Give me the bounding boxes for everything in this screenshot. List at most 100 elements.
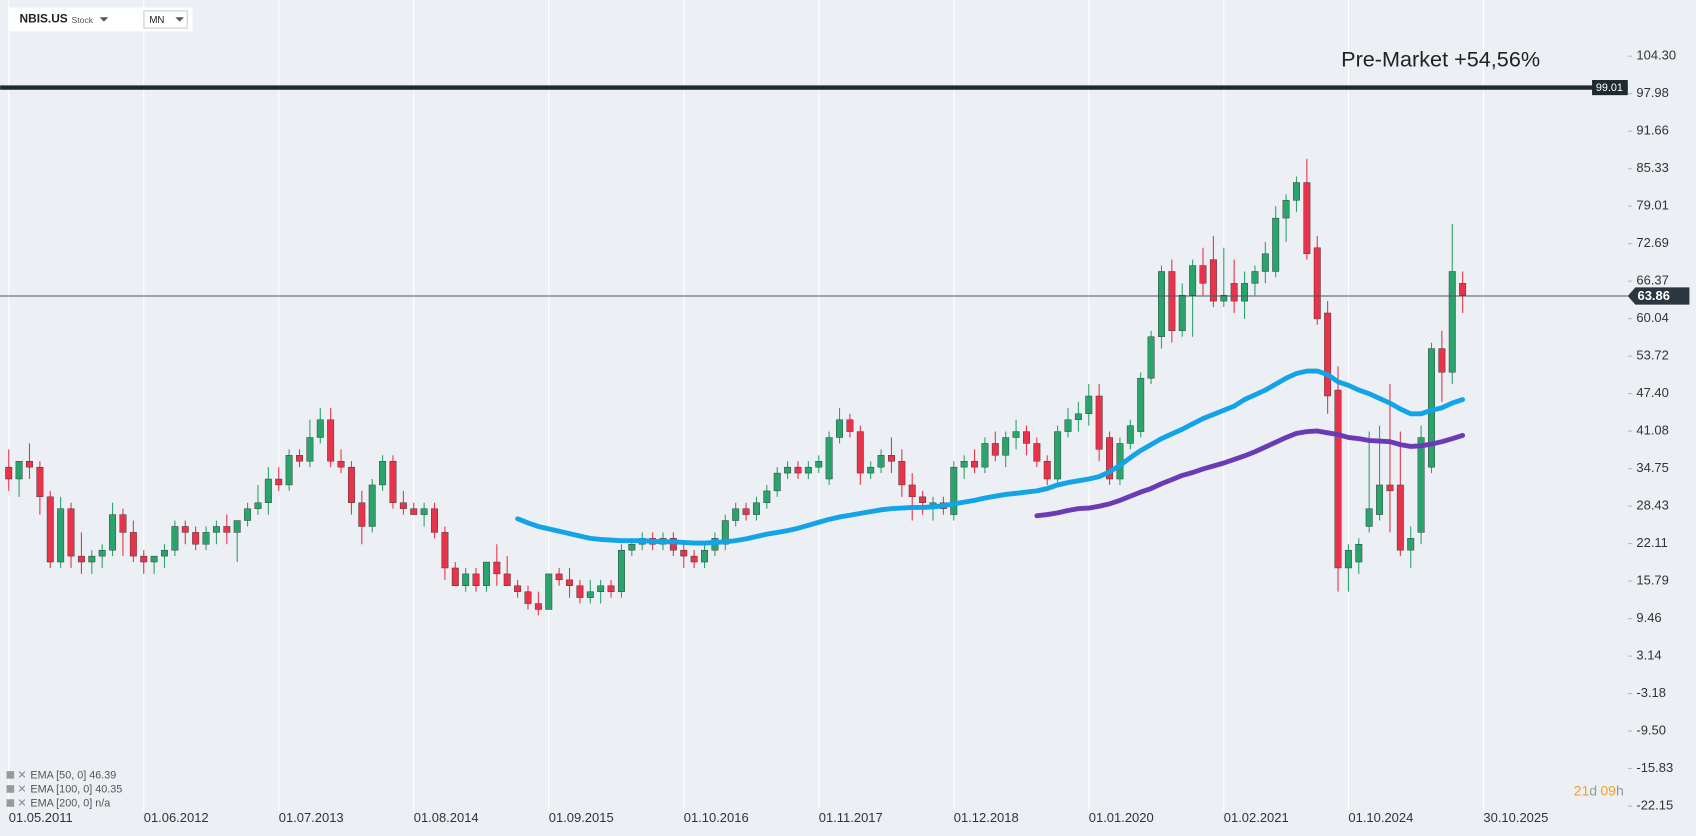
candle-body xyxy=(950,466,958,515)
candle-body xyxy=(1012,431,1020,438)
candle-body xyxy=(1230,283,1238,302)
dropdown-arrow[interactable] xyxy=(175,17,184,22)
candle-body xyxy=(1085,395,1093,415)
candle-body xyxy=(150,555,158,563)
candle-body xyxy=(441,532,449,569)
candle-body xyxy=(1178,294,1186,331)
x-tick-label: 30.10.2025 xyxy=(1483,810,1548,825)
candle-body xyxy=(431,508,438,533)
candle-body xyxy=(1147,336,1155,379)
candle-body xyxy=(264,478,272,503)
candle-body xyxy=(836,419,843,438)
candle-body xyxy=(1209,259,1217,302)
candle-body xyxy=(1064,419,1072,432)
y-tick-label: -15.83 xyxy=(1636,760,1673,775)
candle-body xyxy=(420,508,428,515)
candle-body xyxy=(1220,294,1228,302)
dropdown-arrow[interactable] xyxy=(99,17,109,22)
symbol[interactable]: NBIS.US xyxy=(20,12,68,26)
candle-body xyxy=(1293,182,1300,201)
legend-remove: ✕ xyxy=(17,783,26,795)
candle-body xyxy=(1199,265,1207,284)
candle-body xyxy=(763,490,771,503)
candle-body xyxy=(212,526,220,533)
candle-body xyxy=(1074,413,1082,420)
candle-body xyxy=(1459,283,1467,296)
annotation: Pre-Market +54,56% xyxy=(1341,46,1540,71)
candle-body xyxy=(140,555,148,563)
candle-body xyxy=(5,466,13,480)
candle-body xyxy=(794,466,802,474)
y-tick-label: 79.01 xyxy=(1636,198,1668,213)
candle-body xyxy=(617,549,625,592)
candle-body xyxy=(597,585,605,592)
candle-body xyxy=(1303,182,1311,254)
candle-body xyxy=(88,555,96,563)
candle-body xyxy=(680,549,688,557)
legend-remove: ✕ xyxy=(17,769,26,781)
candle-body xyxy=(701,549,708,563)
candle-body xyxy=(296,455,303,462)
candle-body xyxy=(576,585,584,598)
candle-body xyxy=(732,508,740,521)
y-tick-label: 41.08 xyxy=(1636,423,1668,438)
candle-body xyxy=(15,461,23,480)
candle-body xyxy=(524,591,532,604)
candle-body xyxy=(316,419,324,438)
interval-box[interactable] xyxy=(143,10,188,29)
candle-body xyxy=(77,555,85,563)
candle-body xyxy=(1054,431,1062,480)
candle-body xyxy=(514,585,522,592)
candle-body xyxy=(233,520,241,533)
candle-body xyxy=(119,514,127,533)
candle-body xyxy=(379,461,387,486)
candle-body xyxy=(628,544,636,551)
y-tick-label: 28.43 xyxy=(1636,498,1668,513)
candle-body xyxy=(1272,217,1280,272)
candle-body xyxy=(971,461,978,468)
candle-body xyxy=(1126,425,1134,444)
candle-body xyxy=(908,484,916,498)
candle-body xyxy=(192,532,200,545)
candle-body xyxy=(1365,508,1373,527)
candle-body xyxy=(1313,247,1321,320)
last-price-label: 63.86 xyxy=(1637,288,1669,303)
ema-line xyxy=(515,368,1466,546)
candle-body xyxy=(244,508,252,521)
candle-body xyxy=(1241,283,1249,302)
candle-body xyxy=(181,526,189,533)
candle-body xyxy=(275,478,283,486)
legend-entry: EMA [50, 0] 46.39 xyxy=(30,769,116,781)
y-tick-label: 22.11 xyxy=(1636,535,1668,550)
x-tick-label: 01.06.2012 xyxy=(144,810,209,825)
y-tick-label: 72.69 xyxy=(1636,235,1668,250)
candle-body xyxy=(171,526,179,551)
y-tick-label: 66.37 xyxy=(1636,273,1668,288)
candle-body xyxy=(815,461,823,468)
candle-body xyxy=(1376,484,1384,515)
candle-body xyxy=(1043,461,1051,480)
candle-body xyxy=(742,508,750,515)
x-tick-label: 01.10.2016 xyxy=(684,810,749,825)
legend-entry: EMA [200, 0] n/a xyxy=(30,797,110,809)
candle-body xyxy=(451,567,459,586)
candle-body xyxy=(202,532,210,545)
candle-body xyxy=(1355,544,1363,563)
candle-body xyxy=(368,484,376,527)
candle-body xyxy=(752,502,760,515)
candle-body xyxy=(586,591,594,598)
candle-body xyxy=(1158,271,1165,337)
countdown-part: d xyxy=(1589,782,1597,798)
y-tick-label: -9.50 xyxy=(1636,722,1666,737)
candle-body xyxy=(773,472,781,492)
candle-body xyxy=(856,431,864,474)
candle-body xyxy=(26,461,33,468)
candle-body xyxy=(472,573,480,586)
candle-body xyxy=(825,437,833,480)
candle-body xyxy=(1396,484,1404,551)
countdown-part: 09 xyxy=(1600,782,1616,798)
y-tick-label: 34.75 xyxy=(1636,460,1668,475)
interval[interactable]: MN xyxy=(149,15,164,26)
y-tick-label: 104.30 xyxy=(1636,48,1676,63)
x-tick-label: 01.12.2018 xyxy=(954,810,1019,825)
